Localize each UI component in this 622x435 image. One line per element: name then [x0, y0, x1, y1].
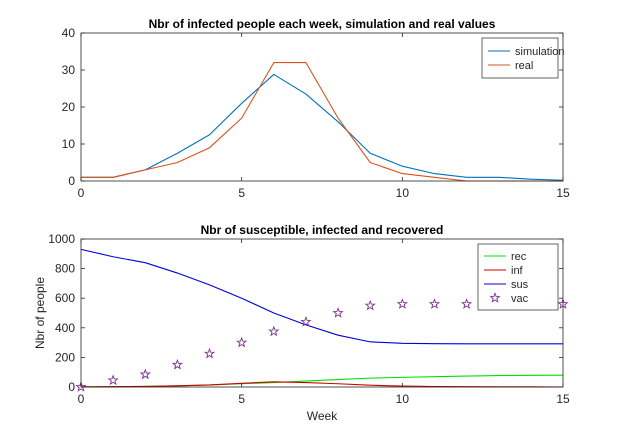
x-tick-label: 10 — [396, 186, 410, 200]
chart-title: Nbr of susceptible, infected and recover… — [201, 223, 444, 237]
x-tick-label: 5 — [238, 186, 245, 200]
series-vac-point — [396, 298, 408, 309]
y-tick-label: 30 — [62, 63, 76, 77]
series-vac-point — [268, 325, 280, 337]
y-tick-label: 800 — [55, 262, 75, 276]
legend-label-sus: sus — [511, 279, 529, 291]
y-tick-label: 400 — [55, 321, 75, 335]
subplot-sir-compartments: Nbr of susceptible, infected and recover… — [33, 223, 570, 423]
x-tick-label: 5 — [238, 392, 245, 406]
axes-box — [80, 238, 564, 388]
legend-label-real: real — [515, 60, 533, 72]
legend-label-rec: rec — [511, 251, 527, 263]
subplot-infected-per-week: Nbr of infected people each week, simula… — [62, 17, 570, 200]
legend: rec inf sus vac — [477, 243, 559, 311]
series-vac-point — [364, 299, 376, 311]
y-tick-label: 1000 — [48, 232, 75, 246]
series-vac-point — [107, 374, 119, 386]
series-vac-point — [300, 315, 312, 327]
y-axis-label: Nbr of people — [33, 277, 47, 349]
legend-label-simulation: simulation — [515, 46, 565, 58]
y-tick-label: 40 — [62, 26, 76, 40]
y-tick-label: 20 — [62, 100, 76, 114]
legend-label-vac: vac — [511, 293, 529, 305]
series-vac-point — [171, 358, 184, 370]
legend-swatch-vac — [489, 292, 501, 303]
x-tick-label: 15 — [556, 392, 570, 406]
series-simulation-line — [81, 73, 564, 181]
y-tick-label: 0 — [68, 174, 75, 188]
x-tick-label: 0 — [78, 392, 85, 406]
y-tick-label: 600 — [55, 291, 75, 305]
y-tick-label: 0 — [68, 380, 75, 394]
y-tick-label: 10 — [62, 137, 76, 151]
legend: simulation real — [481, 37, 565, 79]
legend-box — [477, 243, 559, 311]
x-tick-label: 10 — [396, 392, 410, 406]
y-tick-label: 200 — [55, 350, 75, 364]
series-vac-point — [460, 298, 473, 309]
legend-label-inf: inf — [511, 265, 524, 277]
x-tick-label: 0 — [78, 186, 85, 200]
series-vac-point — [203, 347, 216, 359]
series-vac-point — [139, 368, 151, 380]
series-vac-point — [332, 307, 344, 318]
series-sus-line — [80, 248, 563, 345]
series-vac-point — [428, 298, 441, 309]
series-vac-point — [236, 336, 248, 348]
legend-box — [481, 37, 559, 79]
series-vac-point — [75, 381, 87, 392]
chart-title: Nbr of infected people each week, simula… — [149, 17, 496, 31]
x-tick-label: 15 — [556, 186, 570, 200]
x-axis-label: Week — [307, 409, 338, 423]
